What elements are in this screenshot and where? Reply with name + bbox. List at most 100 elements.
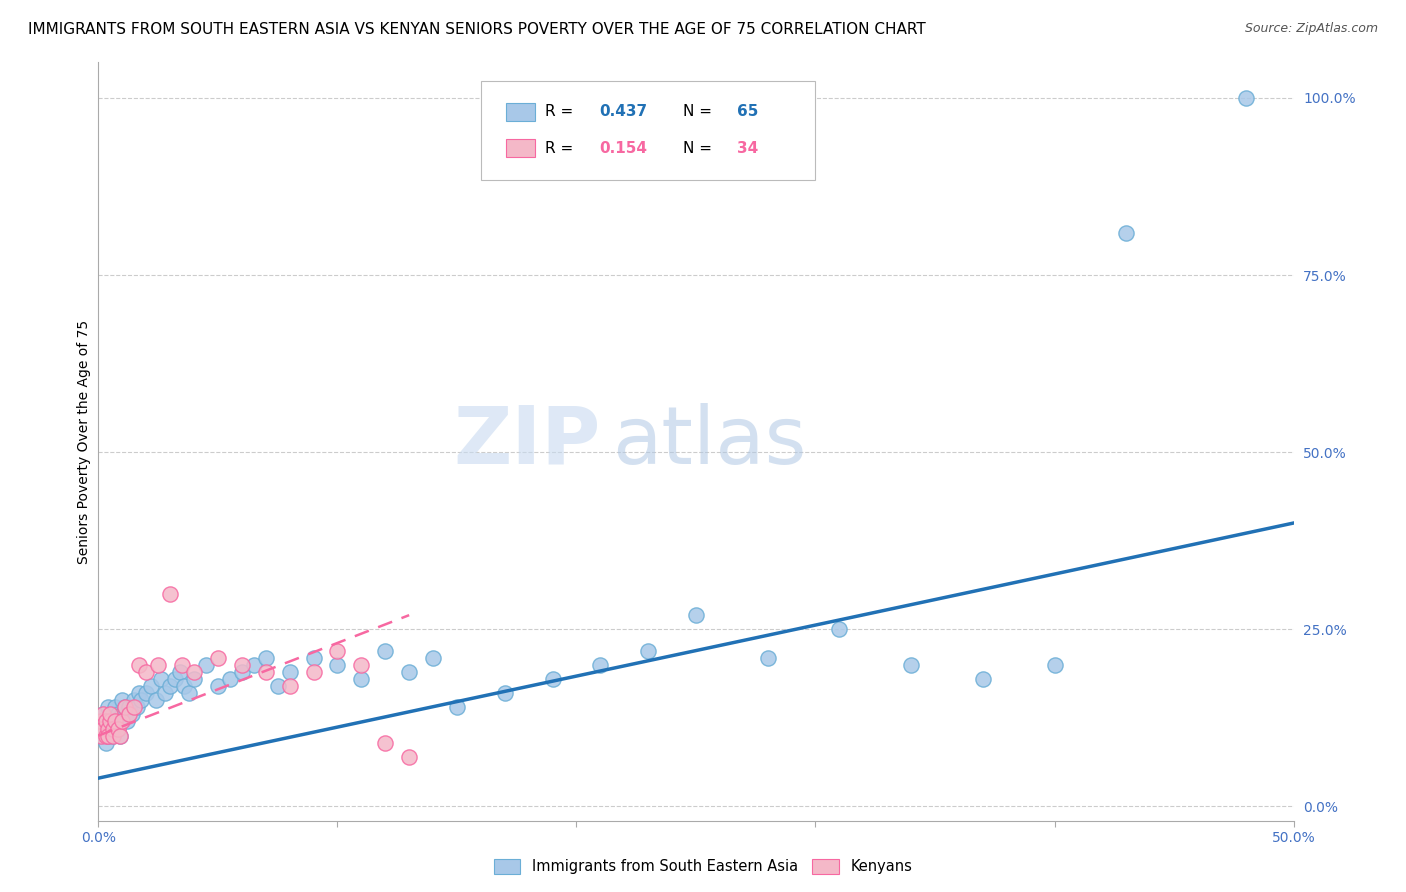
Point: [422, 650, 444, 665]
Point: [278, 665, 301, 679]
Point: [98, 707, 122, 722]
Point: [685, 608, 707, 623]
Point: [94, 729, 117, 743]
FancyBboxPatch shape: [506, 103, 534, 120]
Text: R =: R =: [546, 141, 578, 155]
Point: [111, 693, 134, 707]
Point: [135, 665, 157, 679]
Point: [94, 714, 117, 729]
Point: [107, 722, 129, 736]
Point: [108, 714, 131, 729]
Text: atlas: atlas: [613, 402, 807, 481]
Point: [90, 729, 112, 743]
Point: [104, 714, 127, 729]
Point: [118, 700, 141, 714]
FancyBboxPatch shape: [506, 139, 534, 157]
Point: [98, 722, 122, 736]
Point: [114, 700, 136, 714]
Point: [254, 665, 277, 679]
Point: [494, 686, 516, 700]
Point: [125, 700, 148, 714]
Point: [172, 657, 194, 672]
Point: [326, 657, 349, 672]
Point: [121, 707, 143, 722]
Y-axis label: Seniors Poverty Over the Age of 75: Seniors Poverty Over the Age of 75: [77, 319, 91, 564]
Point: [111, 707, 134, 722]
Point: [231, 657, 253, 672]
Point: [90, 729, 112, 743]
Point: [828, 623, 851, 637]
Point: [104, 700, 127, 714]
Point: [128, 686, 150, 700]
Point: [231, 665, 253, 679]
Point: [91, 722, 114, 736]
Point: [98, 714, 122, 729]
Text: 0.437: 0.437: [599, 104, 647, 120]
Point: [350, 672, 373, 686]
Point: [159, 587, 181, 601]
Point: [1234, 91, 1257, 105]
Point: [94, 714, 117, 729]
Point: [101, 707, 124, 722]
Point: [97, 722, 120, 736]
Point: [115, 714, 138, 729]
Point: [446, 700, 468, 714]
Point: [101, 729, 124, 743]
Point: [183, 672, 205, 686]
Point: [97, 700, 120, 714]
Point: [155, 686, 177, 700]
Point: [124, 693, 146, 707]
Point: [124, 700, 146, 714]
FancyBboxPatch shape: [481, 81, 815, 180]
Point: [972, 672, 994, 686]
Point: [169, 665, 191, 679]
Point: [195, 657, 218, 672]
Point: [163, 672, 186, 686]
Point: [97, 729, 120, 743]
Point: [756, 650, 779, 665]
Point: [374, 736, 396, 750]
Point: [107, 707, 129, 722]
Point: [149, 672, 172, 686]
Point: [101, 729, 124, 743]
Point: [118, 707, 141, 722]
Point: [219, 672, 242, 686]
Point: [398, 665, 420, 679]
Point: [148, 657, 170, 672]
Point: [128, 657, 150, 672]
Point: [1115, 226, 1137, 240]
Point: [302, 665, 325, 679]
Point: [145, 693, 167, 707]
Point: [131, 693, 153, 707]
Point: [97, 729, 120, 743]
Point: [1043, 657, 1066, 672]
Point: [108, 729, 131, 743]
Text: 0.154: 0.154: [599, 141, 647, 155]
Point: [91, 707, 114, 722]
Point: [900, 657, 922, 672]
Text: Source: ZipAtlas.com: Source: ZipAtlas.com: [1244, 22, 1378, 36]
Point: [135, 686, 157, 700]
Point: [91, 707, 114, 722]
Point: [90, 714, 112, 729]
Point: [374, 643, 396, 657]
Point: [326, 643, 349, 657]
Point: [278, 679, 301, 693]
Point: [243, 657, 266, 672]
Point: [541, 672, 564, 686]
Text: N =: N =: [683, 104, 717, 120]
Point: [207, 650, 229, 665]
Point: [637, 643, 659, 657]
Point: [94, 736, 117, 750]
Point: [111, 714, 134, 729]
Text: N =: N =: [683, 141, 717, 155]
Text: R =: R =: [546, 104, 578, 120]
Text: 65: 65: [737, 104, 758, 120]
Text: ZIP: ZIP: [453, 402, 600, 481]
Point: [254, 650, 277, 665]
Point: [159, 679, 181, 693]
Point: [207, 679, 229, 693]
Point: [104, 714, 127, 729]
Point: [173, 679, 195, 693]
Point: [107, 722, 129, 736]
